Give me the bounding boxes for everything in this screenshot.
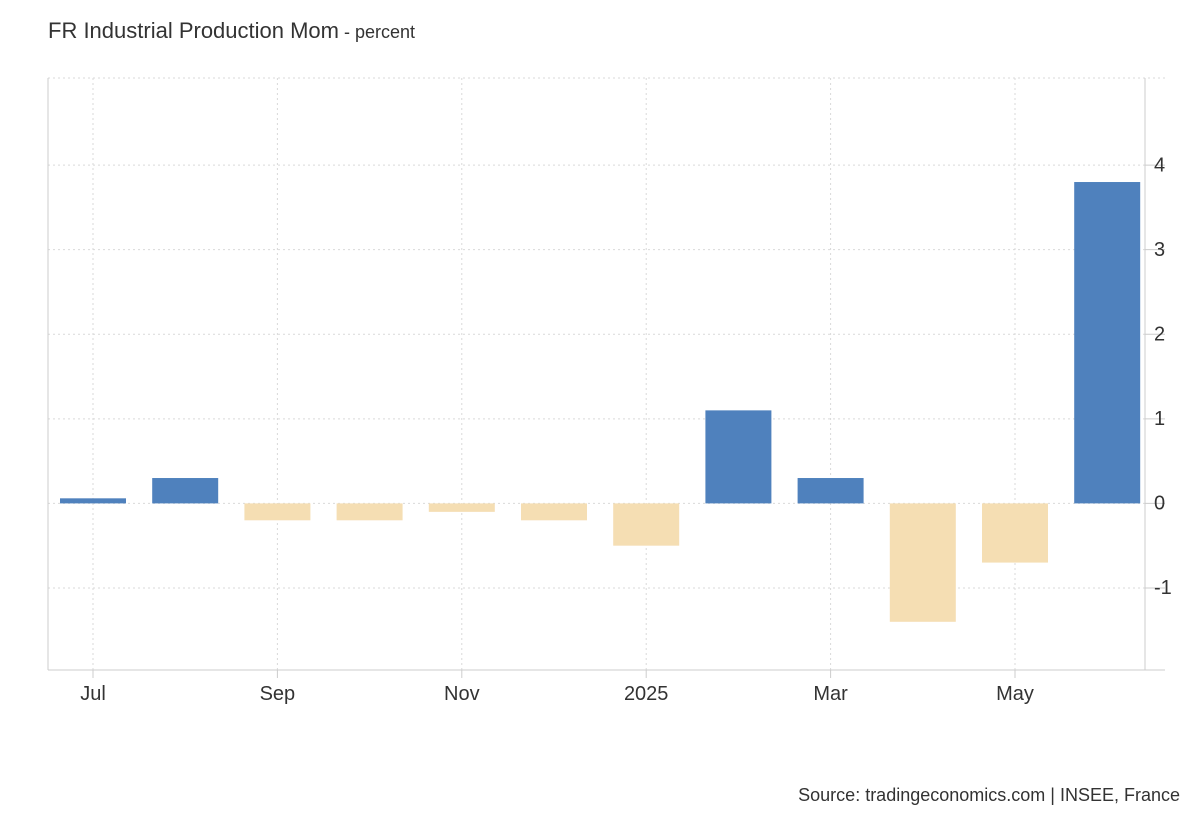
bar-2024-10: [336, 503, 403, 521]
chart-subtitle-separator: -: [339, 22, 355, 42]
y-tick-label: 2: [1154, 324, 1165, 346]
y-tick-label: 0: [1154, 493, 1165, 515]
bar-2024-11: [428, 503, 495, 512]
source-note: Source: tradingeconomics.com | INSEE, Fr…: [798, 785, 1180, 805]
tick-labels: 4 3 2 1 0 -1 Jul Sep Nov 2025 Mar May: [80, 154, 1172, 705]
chart-subtitle: percent: [355, 22, 416, 42]
chart-title: FR Industrial Production Mom: [48, 18, 339, 43]
axes: [47, 78, 1165, 678]
x-tick-label: 2025: [624, 683, 669, 705]
x-tick-label: Nov: [444, 683, 480, 705]
x-tick-label: Sep: [260, 683, 296, 705]
bar-2024-07: [60, 498, 126, 504]
y-tick-label: 4: [1154, 154, 1165, 176]
bar-2024-08: [152, 478, 219, 504]
bar-2025-01: [613, 503, 680, 546]
y-tick-label: -1: [1154, 577, 1172, 599]
x-tick-label: Jul: [80, 683, 106, 705]
bar-2025-06: [1074, 182, 1141, 504]
y-tick-label: 3: [1154, 239, 1165, 261]
bar-2025-02: [705, 410, 772, 504]
bar-2025-04: [889, 503, 956, 622]
bar-2025-05: [982, 503, 1048, 563]
bars: [60, 182, 1141, 622]
bar-2024-09: [244, 503, 311, 521]
y-tick-label: 1: [1154, 408, 1165, 430]
bar-2025-03: [797, 478, 864, 504]
chart-title-row: FR Industrial Production Mom - percent: [48, 18, 415, 44]
grid: [48, 77, 1165, 670]
x-tick-label: May: [996, 683, 1034, 705]
bar-2024-12: [521, 503, 587, 521]
x-tick-label: Mar: [813, 683, 848, 705]
